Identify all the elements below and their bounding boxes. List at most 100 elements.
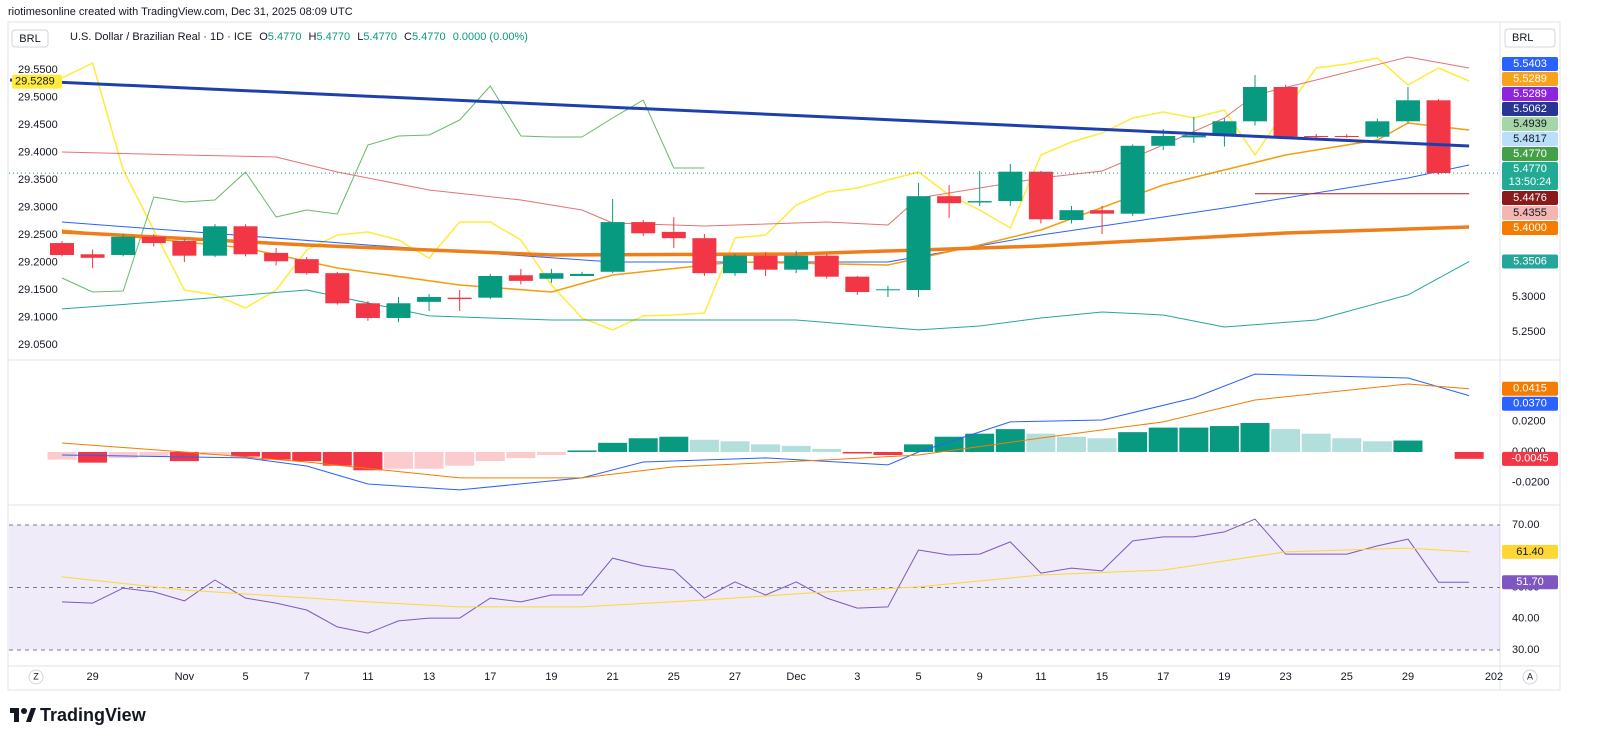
histogram-bar: [567, 450, 597, 452]
price-label-bg: [1502, 87, 1558, 101]
x-tick-label: 17: [1157, 671, 1169, 683]
x-tick-label: 25: [1341, 671, 1353, 683]
ohlc-value: 5.4770: [316, 31, 350, 43]
y-tick-label: 5.3000: [1512, 291, 1546, 303]
indicator-line: [61, 383, 1470, 479]
pane: [47, 373, 1484, 491]
currency-box: [11, 29, 49, 48]
histogram-bar: [414, 451, 444, 469]
candle-body: [1304, 135, 1329, 137]
histogram-bar: [1271, 429, 1301, 452]
price-label-bg: [1502, 72, 1558, 86]
histogram-bar: [322, 451, 352, 466]
y-tick-label: 30.00: [1512, 644, 1540, 656]
histogram-bar: [1056, 436, 1086, 452]
price-label-bg: [1502, 132, 1558, 146]
histogram-bar: [720, 441, 750, 452]
y2-tick-label: 29.2000: [18, 256, 58, 268]
candle-body: [1212, 121, 1237, 136]
histogram-bar: [873, 451, 903, 456]
x-tick-label: 19: [545, 671, 557, 683]
price-label-bg: [1502, 117, 1558, 131]
candle-body: [80, 254, 105, 258]
histogram-bar: [1118, 432, 1148, 452]
candle-body: [447, 297, 472, 300]
histogram-bar: [659, 436, 689, 452]
candle-body: [1059, 210, 1084, 220]
price-label-bg: [1502, 544, 1558, 559]
x-tick-label: 5: [915, 671, 921, 683]
y2-tick-label: 29.3000: [18, 201, 58, 213]
candle-body: [722, 255, 747, 274]
corner-right[interactable]: A: [1527, 671, 1533, 681]
candle-body: [1273, 86, 1298, 137]
frame: [7, 21, 1561, 691]
histogram-bar: [47, 451, 77, 460]
candle-body: [1426, 100, 1451, 174]
candle-body: [294, 259, 319, 274]
candle-body: [478, 275, 503, 298]
price-label: 5.4476: [1513, 192, 1547, 204]
candle-body: [264, 252, 289, 262]
ohlc-key: H: [309, 31, 317, 43]
histogram-bar: [995, 429, 1025, 452]
histogram-bar: [628, 438, 658, 452]
price-label: 5.4355: [1513, 207, 1547, 219]
candle-body: [1334, 135, 1359, 137]
price-label-bg: [1502, 102, 1558, 116]
candle-body: [600, 222, 625, 272]
indicator-line: [61, 122, 1470, 293]
histogram-bar: [1332, 438, 1362, 452]
price-label-bg: [1502, 57, 1558, 71]
candle-body: [967, 201, 992, 203]
candle-body: [845, 276, 870, 293]
y2-tick-label: 29.2500: [18, 229, 58, 241]
indicator-line: [61, 373, 1470, 491]
candle-body: [570, 273, 595, 276]
x-tick-label: 23: [1279, 671, 1291, 683]
y2-tick-label: 29.0500: [18, 339, 58, 351]
candle-body: [753, 255, 778, 270]
histogram-bar: [751, 444, 781, 452]
change: 0.0000 (0.00%): [453, 31, 528, 43]
y2-tick-label: 29.1000: [18, 311, 58, 323]
indicator-line: [9, 78, 1470, 148]
price-label-bg: [1502, 147, 1558, 161]
candle-body: [1120, 145, 1145, 214]
x-tick-label: 3: [854, 671, 860, 683]
candle-body: [325, 273, 350, 304]
histogram-bar: [1209, 426, 1239, 452]
y2-price-label: 29.5289: [15, 76, 55, 88]
histogram-bar: [1026, 433, 1056, 452]
candle-body: [417, 296, 442, 302]
histogram-bar: [383, 451, 413, 469]
histogram-bar: [842, 451, 872, 454]
symbol: U.S. Dollar / Brazilian Real · 1D · ICE: [70, 31, 252, 43]
x-tick-label: 15: [1096, 671, 1108, 683]
candle-body: [661, 231, 686, 239]
histogram-bar: [231, 451, 261, 457]
x-tick-label: 9: [977, 671, 983, 683]
histogram-bar: [689, 439, 719, 452]
corner-button[interactable]: [28, 669, 44, 685]
candle-body: [1365, 121, 1390, 137]
price-label: 5.4770: [1513, 148, 1547, 160]
corner-left[interactable]: Z: [33, 671, 39, 681]
candle-body: [1181, 135, 1206, 138]
price-label: -0.0045: [1511, 453, 1548, 465]
candle-body: [233, 226, 258, 255]
y-tick-label: 5.2500: [1512, 326, 1546, 338]
ohlc-value: 5.4770: [412, 31, 446, 43]
histogram-bar: [598, 442, 628, 452]
x-tick-label: 17: [484, 671, 496, 683]
created-note: riotimesonline created with TradingView.…: [8, 6, 353, 18]
histogram-bar: [1362, 441, 1392, 452]
currency-box: [1504, 28, 1556, 48]
ohlc-value: 5.4770: [363, 31, 397, 43]
candle-body: [1243, 86, 1268, 122]
price-label: 61.40: [1516, 546, 1544, 558]
price-label-bg: [1502, 162, 1558, 190]
price-label: 5.5062: [1513, 103, 1547, 115]
candle-body: [1028, 171, 1053, 220]
corner-button[interactable]: [1522, 669, 1538, 685]
